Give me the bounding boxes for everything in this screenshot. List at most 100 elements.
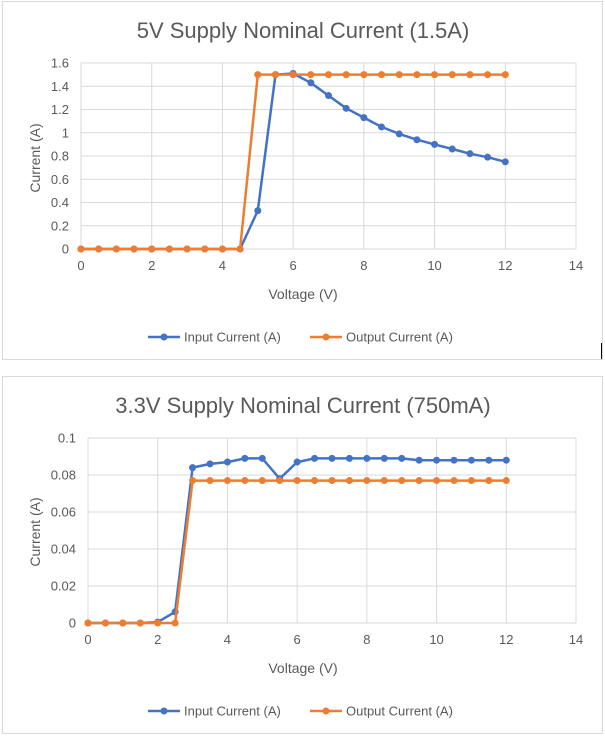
x-tick-label: 12	[499, 632, 513, 647]
data-point	[485, 456, 493, 464]
data-point	[183, 245, 191, 253]
data-point	[502, 456, 510, 464]
x-tick-label: 6	[294, 632, 301, 647]
data-point	[130, 245, 138, 253]
data-point	[433, 456, 441, 464]
data-point	[84, 619, 92, 627]
legend-label: Input Current (A)	[184, 330, 281, 345]
x-axis-title: Voltage (V)	[268, 286, 337, 302]
data-point	[254, 71, 262, 79]
data-point	[466, 71, 474, 79]
data-point	[398, 477, 406, 485]
data-point	[307, 79, 315, 87]
data-point	[342, 104, 350, 112]
data-point	[154, 619, 162, 627]
y-tick-label: 1.4	[51, 79, 69, 94]
legend-marker	[160, 707, 168, 715]
data-point	[311, 477, 319, 485]
data-point	[241, 477, 249, 485]
data-point	[413, 136, 421, 144]
x-tick-label: 6	[290, 258, 297, 273]
y-tick-label: 0.4	[51, 195, 69, 210]
y-tick-label: 1.2	[51, 102, 69, 117]
gridlines	[87, 437, 577, 624]
x-tick-label: 8	[360, 258, 367, 273]
data-point	[95, 245, 103, 253]
data-point	[345, 477, 353, 485]
data-point	[380, 454, 388, 462]
x-tick-label: 0	[84, 632, 91, 647]
data-point	[307, 71, 315, 79]
chart-title: 3.3V Supply Nominal Current (750mA)	[115, 393, 490, 418]
y-axis-title: Current (A)	[27, 497, 43, 566]
data-point	[206, 460, 214, 468]
x-tick-label: 0	[77, 258, 84, 273]
data-point	[378, 71, 386, 79]
y-tick-label: 0	[62, 242, 69, 257]
data-point	[258, 454, 266, 462]
data-point	[119, 619, 127, 627]
x-tick-label: 2	[148, 258, 155, 273]
x-tick-label: 14	[569, 632, 583, 647]
data-point	[289, 71, 297, 79]
data-point	[466, 150, 474, 158]
y-tick-label: 0	[69, 616, 76, 631]
data-point	[112, 245, 120, 253]
data-point	[271, 71, 279, 79]
data-point	[236, 245, 244, 253]
data-point	[467, 456, 475, 464]
chart-5v-svg: 5V Supply Nominal Current (1.5A) Voltage…	[27, 18, 583, 345]
data-point	[448, 71, 456, 79]
data-point	[165, 245, 173, 253]
data-point	[223, 477, 231, 485]
gridlines	[80, 62, 577, 250]
data-point	[136, 619, 144, 627]
x-tick-label: 4	[219, 258, 226, 273]
data-point	[395, 130, 403, 138]
data-point	[484, 71, 492, 79]
legend-item: Output Current (A)	[310, 704, 453, 719]
data-point	[325, 71, 332, 79]
data-point	[218, 245, 226, 253]
chart-panel-3v3: 3.3V Supply Nominal Current (750mA) Volt…	[2, 376, 603, 734]
series-output-current	[77, 71, 509, 253]
y-tick-label: 0.8	[51, 149, 69, 164]
x-tick-label: 12	[498, 258, 512, 273]
data-point	[189, 464, 197, 472]
y-tick-label: 0.6	[51, 172, 69, 187]
data-point	[395, 71, 403, 79]
data-point	[467, 477, 475, 485]
data-point	[501, 158, 509, 166]
legend-item: Input Current (A)	[148, 330, 281, 345]
legend-item: Output Current (A)	[310, 330, 453, 345]
legend: Input Current (A) Output Current (A)	[148, 704, 453, 719]
data-point	[484, 153, 492, 161]
legend-marker	[322, 333, 330, 341]
legend-item: Input Current (A)	[148, 704, 281, 719]
legend: Input Current (A) Output Current (A)	[148, 330, 453, 345]
y-tick-label: 0.08	[51, 468, 76, 483]
data-point	[360, 114, 368, 122]
chart-title: 5V Supply Nominal Current (1.5A)	[137, 18, 470, 43]
data-point	[276, 477, 284, 485]
data-point	[345, 454, 353, 462]
data-point	[378, 123, 386, 131]
x-tick-label: 4	[224, 632, 231, 647]
data-point	[360, 71, 368, 79]
data-point	[450, 477, 458, 485]
chart-3v3-svg: 3.3V Supply Nominal Current (750mA) Volt…	[27, 393, 583, 719]
data-point	[450, 456, 458, 464]
y-tick-label: 1.6	[51, 56, 69, 71]
data-point	[311, 454, 319, 462]
y-tick-label: 0.02	[51, 579, 76, 594]
x-tick-label: 8	[363, 632, 370, 647]
x-tick-label: 14	[569, 258, 583, 273]
data-point	[189, 477, 197, 485]
data-point	[241, 454, 249, 462]
data-point	[415, 456, 423, 464]
data-point	[502, 477, 510, 485]
y-tick-label: 0.1	[58, 431, 76, 446]
data-point	[254, 207, 262, 215]
data-point	[293, 458, 301, 466]
data-point	[258, 477, 266, 485]
